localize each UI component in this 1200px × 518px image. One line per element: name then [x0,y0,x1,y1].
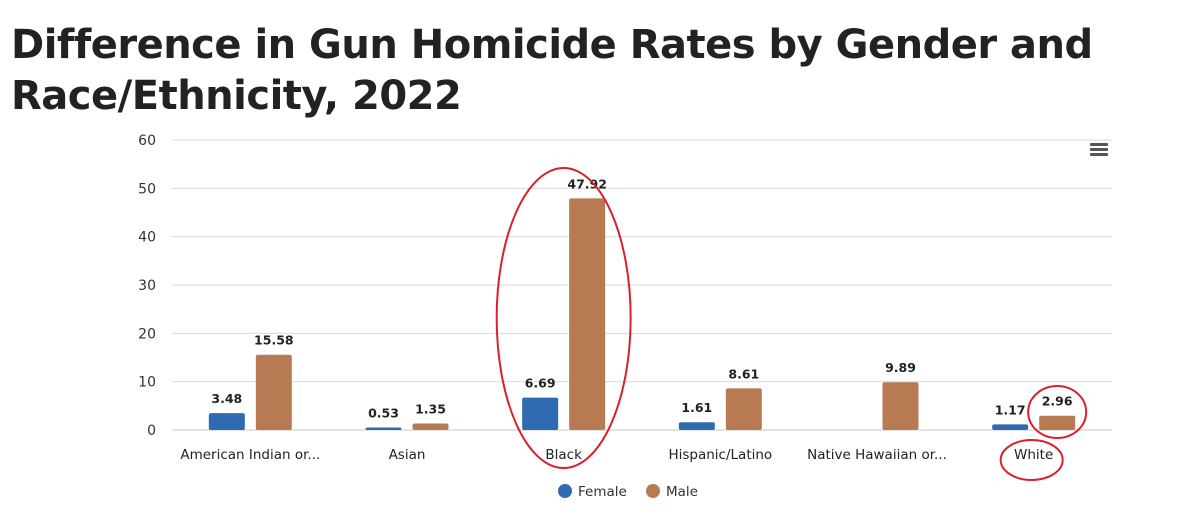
x-tick-label: White [1014,447,1053,463]
data-label: 1.35 [415,401,446,416]
annotation-circle-white-male [1027,385,1088,439]
y-tick-label: 50 [138,181,156,197]
data-label: 8.61 [728,366,759,381]
legend-label-female: Female [578,484,627,500]
y-tick-label: 0 [147,423,156,439]
x-tick-label: Native Hawaiian or... [807,447,947,463]
bar-male [882,382,919,430]
data-label: 0.53 [368,405,399,420]
legend-marker-male [646,484,660,498]
data-label: 2.96 [1042,394,1073,409]
bar-male [412,423,449,430]
page-title: Difference in Gun Homicide Rates by Gend… [11,22,1093,119]
y-tick-label: 20 [138,326,156,342]
y-tick-label: 10 [138,375,156,391]
chart-menu-icon[interactable] [1090,143,1108,157]
bar-male [1039,415,1076,430]
bar-male [255,354,292,430]
x-tick-label: Asian [389,447,426,463]
data-label: 15.58 [254,333,294,348]
bar-male [569,198,606,430]
bar-female [678,422,715,430]
data-label: 3.48 [211,391,242,406]
y-tick-label: 30 [138,278,156,294]
bar-female [208,413,245,430]
data-label: 1.17 [995,402,1026,417]
data-label: 6.69 [525,376,556,391]
data-label: 9.89 [885,360,916,375]
data-label: 1.61 [681,400,712,415]
x-tick-label: Black [545,447,582,463]
annotation-ellipse-black [495,167,632,469]
y-tick-label: 60 [138,133,156,149]
y-tick-label: 40 [138,230,156,246]
bar-female [522,397,559,430]
bar-male [725,388,762,430]
legend-marker-female [558,484,572,498]
legend-label-male: Male [666,484,698,500]
bar-female [365,427,402,430]
bar-female [992,424,1029,430]
annotation-circle-white-label [999,439,1064,481]
x-tick-label: Hispanic/Latino [668,447,772,463]
x-tick-label: American Indian or... [180,447,320,463]
